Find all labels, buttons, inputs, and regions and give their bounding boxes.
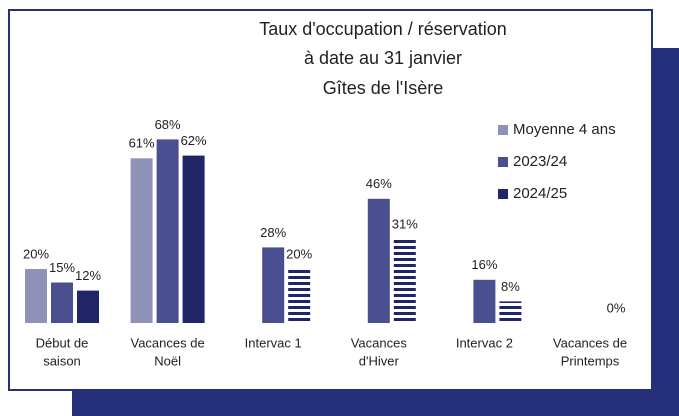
chart-title: Gîtes de l'Isère	[323, 78, 444, 98]
x-tick-label: Vacances de	[553, 335, 627, 350]
x-tick-label: Intervac 1	[245, 335, 302, 350]
value-label: 61%	[129, 136, 155, 151]
x-tick-label: Printemps	[561, 353, 620, 368]
value-label: 12%	[75, 268, 101, 283]
bar	[77, 290, 99, 323]
chart-title: Taux d'occupation / réservation	[259, 19, 507, 39]
legend-swatch	[498, 125, 508, 135]
bar	[393, 239, 416, 323]
x-tick-label: saison	[43, 353, 81, 368]
x-tick-label: Début de	[36, 335, 89, 350]
bar	[367, 198, 390, 323]
bar	[262, 247, 285, 323]
x-tick-label: d'Hiver	[359, 353, 400, 368]
value-label: 46%	[366, 176, 392, 191]
value-label: 62%	[181, 133, 207, 148]
value-label: 15%	[49, 260, 75, 275]
value-label: 68%	[155, 117, 181, 132]
legend-swatch	[498, 189, 508, 199]
value-label: 8%	[501, 279, 520, 294]
x-tick-label: Vacances de	[130, 335, 204, 350]
bar	[156, 139, 179, 323]
x-tick-label: Noël	[154, 353, 181, 368]
value-label: 20%	[23, 246, 49, 261]
chart-title: à date au 31 janvier	[304, 48, 462, 68]
legend-label: 2024/25	[513, 185, 567, 202]
bar	[182, 155, 205, 323]
bar	[25, 269, 47, 323]
legend-swatch	[498, 157, 508, 167]
bar	[473, 279, 496, 323]
value-label: 31%	[392, 217, 418, 232]
card	[8, 9, 653, 391]
bar	[499, 301, 522, 323]
value-label: 16%	[471, 257, 497, 272]
legend-label: Moyenne 4 ans	[513, 121, 616, 138]
x-tick-label: Intervac 2	[456, 335, 513, 350]
legend-label: 2023/24	[513, 153, 567, 170]
value-label: 28%	[260, 225, 286, 240]
value-label: 0%	[607, 300, 626, 315]
bar	[130, 158, 153, 323]
value-label: 20%	[286, 246, 312, 261]
x-tick-label: Vacances	[351, 335, 408, 350]
bar	[288, 269, 311, 323]
bar	[51, 282, 73, 323]
